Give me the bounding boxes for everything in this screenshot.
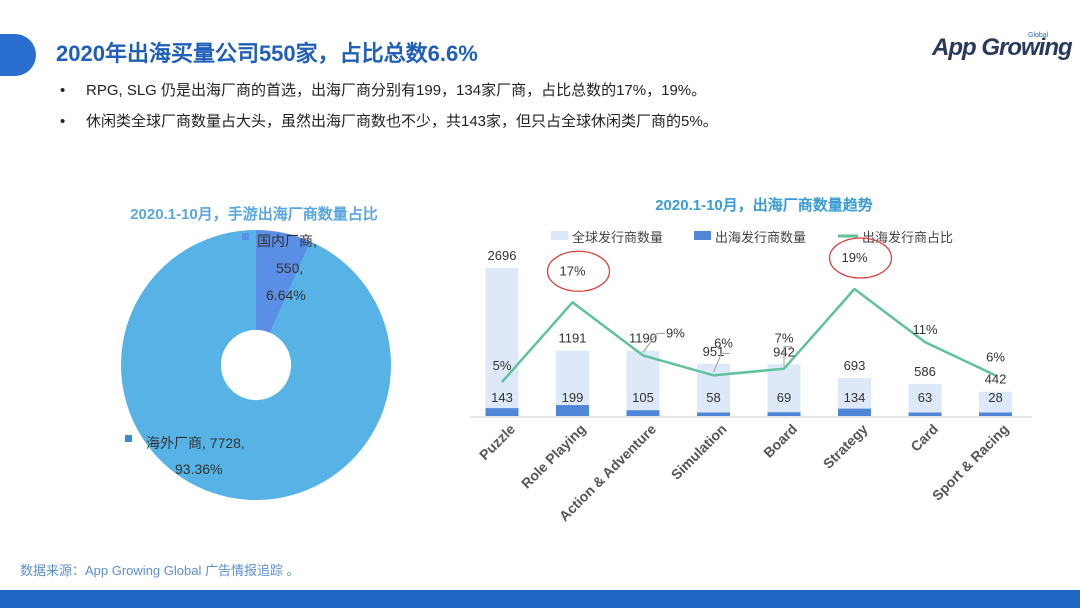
overseas-value-label: 199	[562, 390, 584, 405]
global-publisher-bar	[485, 268, 519, 416]
domestic-slice-name-label: 国内厂商,	[257, 233, 317, 249]
global-value-label: 693	[844, 358, 866, 373]
category-label: Card	[907, 421, 941, 455]
domestic-slice	[256, 230, 311, 333]
global-publisher-bar	[908, 383, 942, 416]
legend-global-label: 全球发行商数量	[572, 230, 663, 245]
overseas-value-label: 143	[491, 390, 513, 405]
overseas-ratio-line	[501, 287, 997, 383]
overseas-legend-swatch	[125, 435, 132, 442]
ratio-value-label: 11%	[912, 322, 937, 337]
overseas-publisher-bar	[626, 410, 660, 416]
ratio-value-label: 7%	[775, 331, 794, 346]
category-label: Strategy	[820, 421, 871, 472]
ratio-value-label: 19%	[841, 250, 867, 265]
bullet-dot: •	[60, 113, 66, 130]
global-value-label: 951	[703, 344, 725, 359]
global-publisher-bar	[626, 350, 660, 416]
global-value-label: 2696	[488, 248, 517, 263]
overseas-publisher-bar	[767, 412, 801, 416]
category-label: Sport & Racing	[929, 421, 1012, 504]
highlight-circle	[828, 237, 893, 279]
bullet-text: RPG, SLG 仍是出海厂商的首选，出海厂商分别有199，134家厂商，占比总…	[86, 82, 707, 99]
summary-bullets: • RPG, SLG 仍是出海厂商的首选，出海厂商分别有199，134家厂商，占…	[60, 78, 718, 140]
global-publisher-bar	[979, 391, 1012, 416]
bullet-text: 休闲类全球厂商数量占大头，虽然出海厂商数也不少，共143家，但只占全球休闲类厂商…	[86, 113, 718, 130]
domestic-slice-value-label: 550,	[276, 260, 303, 276]
overseas-publisher-bar	[556, 405, 589, 416]
bar-chart-title: 2020.1-10月，出海厂商数量趋势	[655, 196, 873, 214]
ratio-value-label: 6%	[986, 349, 1005, 364]
bullet-item: • 休闲类全球厂商数量占大头，虽然出海厂商数也不少，共143家，但只占全球休闲类…	[60, 109, 718, 140]
logo-global-label: Global	[1028, 32, 1049, 39]
category-label: Simulation	[668, 421, 730, 483]
bullet-dot: •	[60, 82, 66, 99]
bullet-item: • RPG, SLG 仍是出海厂商的首选，出海厂商分别有199，134家厂商，占…	[60, 78, 718, 109]
chart-legend: 全球发行商数量 出海发行商数量 出海发行商占比	[551, 230, 953, 245]
ratio-value-label: 5%	[493, 358, 512, 373]
category-label: Role Playing	[518, 421, 589, 492]
overseas-value-label: 105	[632, 390, 654, 405]
overseas-slice	[120, 230, 391, 500]
highlight-circle	[546, 250, 611, 292]
overseas-value-label: 134	[844, 390, 866, 405]
overseas-slice-name-label: 海外厂商, 7728,	[146, 435, 245, 451]
ratio-value-label: 17%	[559, 263, 585, 278]
global-value-label: 442	[985, 372, 1007, 387]
global-publisher-bar	[767, 364, 801, 416]
ratio-label-leader	[713, 352, 730, 373]
legend-global-swatch	[551, 231, 568, 240]
overseas-slice-percent-label: 93.36%	[175, 461, 222, 477]
overseas-value-label: 28	[988, 390, 1002, 405]
legend-overseas-label: 出海发行商数量	[715, 230, 806, 245]
global-value-label: 586	[914, 364, 936, 379]
global-value-label: 1190	[629, 331, 657, 346]
logo-wordmark: App Growing	[932, 34, 1073, 61]
ratio-label-leader	[783, 346, 792, 366]
overseas-publisher-bar	[979, 412, 1012, 416]
overseas-value-label: 69	[777, 390, 791, 405]
donut-chart-title: 2020.1-10月，手游出海厂商数量占比	[130, 205, 378, 223]
overseas-publisher-bar	[697, 412, 730, 416]
legend-overseas-swatch	[694, 231, 711, 240]
title-accent-tab	[0, 34, 36, 76]
ratio-value-label: 6%	[714, 335, 733, 350]
category-label: Board	[760, 421, 800, 461]
data-source-note: 数据来源：App Growing Global 广告情报追踪 。	[20, 563, 300, 578]
domestic-slice-percent-label: 6.64%	[266, 287, 306, 303]
ratio-value-label: 9%	[666, 325, 685, 340]
overseas-value-label: 63	[918, 390, 932, 405]
overseas-publisher-bar	[485, 408, 519, 416]
footer-bar	[0, 590, 1080, 608]
overseas-publisher-bar	[838, 408, 871, 416]
page-title: 2020年出海买量公司550家，占比总数6.6%	[56, 41, 478, 66]
domestic-legend-swatch	[242, 233, 249, 240]
global-value-label: 1191	[559, 331, 587, 346]
overseas-publisher-bar	[908, 412, 942, 416]
legend-ratio-label: 出海发行商占比	[862, 230, 953, 245]
overseas-value-label: 58	[706, 390, 720, 405]
app-growing-logo: App Growing Global	[932, 32, 1073, 72]
ratio-label-leader	[642, 332, 665, 353]
category-label: Puzzle	[476, 421, 518, 463]
